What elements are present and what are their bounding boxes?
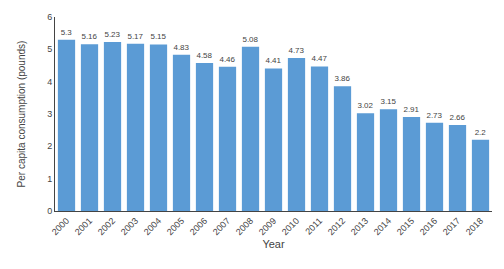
svg-text:4.46: 4.46 bbox=[219, 55, 235, 64]
svg-text:2005: 2005 bbox=[165, 216, 186, 237]
svg-text:2007: 2007 bbox=[211, 216, 232, 237]
svg-text:5.16: 5.16 bbox=[81, 32, 97, 41]
svg-text:2010: 2010 bbox=[280, 216, 301, 237]
svg-text:5.17: 5.17 bbox=[127, 32, 143, 41]
svg-text:4.47: 4.47 bbox=[311, 54, 327, 63]
svg-text:4.73: 4.73 bbox=[288, 46, 304, 55]
svg-text:2.91: 2.91 bbox=[403, 105, 419, 114]
svg-text:2006: 2006 bbox=[188, 216, 209, 237]
svg-text:2013: 2013 bbox=[349, 216, 370, 237]
svg-text:2002: 2002 bbox=[96, 216, 117, 237]
svg-text:2018: 2018 bbox=[464, 216, 485, 237]
svg-text:3.86: 3.86 bbox=[334, 74, 350, 83]
svg-text:Per capita consumption (pounds: Per capita consumption (pounds) bbox=[16, 41, 27, 188]
svg-text:2004: 2004 bbox=[142, 216, 163, 237]
svg-text:Year: Year bbox=[262, 238, 285, 250]
svg-text:3.15: 3.15 bbox=[380, 97, 396, 106]
svg-text:2001: 2001 bbox=[73, 216, 94, 237]
svg-text:1: 1 bbox=[47, 174, 52, 184]
svg-text:0: 0 bbox=[47, 206, 52, 216]
svg-text:2009: 2009 bbox=[257, 216, 278, 237]
svg-text:2012: 2012 bbox=[326, 216, 347, 237]
svg-text:5.15: 5.15 bbox=[150, 32, 166, 41]
svg-text:2.2: 2.2 bbox=[475, 128, 487, 137]
svg-text:4.58: 4.58 bbox=[196, 51, 212, 60]
svg-text:2.73: 2.73 bbox=[426, 111, 442, 120]
svg-text:2016: 2016 bbox=[418, 216, 439, 237]
svg-text:2014: 2014 bbox=[372, 216, 393, 237]
svg-text:5.3: 5.3 bbox=[61, 28, 73, 37]
svg-text:2017: 2017 bbox=[441, 216, 462, 237]
svg-text:5: 5 bbox=[47, 44, 52, 54]
svg-text:5.08: 5.08 bbox=[242, 35, 258, 44]
svg-text:3.02: 3.02 bbox=[357, 101, 373, 110]
svg-text:2008: 2008 bbox=[234, 216, 255, 237]
svg-text:2.66: 2.66 bbox=[449, 113, 465, 122]
svg-text:3: 3 bbox=[47, 109, 52, 119]
svg-text:4.83: 4.83 bbox=[173, 43, 189, 52]
svg-text:4.41: 4.41 bbox=[265, 56, 281, 65]
svg-text:2000: 2000 bbox=[50, 216, 71, 237]
svg-text:5.23: 5.23 bbox=[104, 30, 120, 39]
svg-text:6: 6 bbox=[47, 12, 52, 22]
svg-text:2015: 2015 bbox=[395, 216, 416, 237]
svg-text:2011: 2011 bbox=[303, 216, 324, 237]
svg-text:2: 2 bbox=[47, 141, 52, 151]
svg-text:4: 4 bbox=[47, 77, 52, 87]
svg-text:2003: 2003 bbox=[119, 216, 140, 237]
